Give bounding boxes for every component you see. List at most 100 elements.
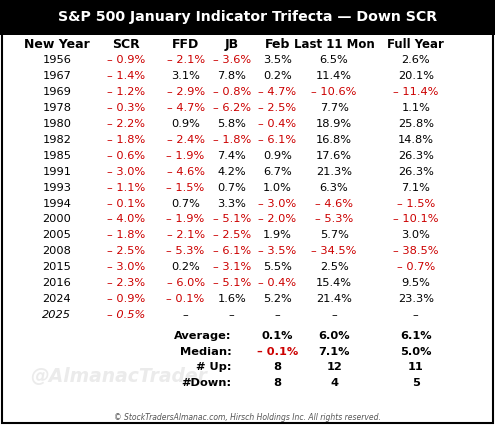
Text: – 2.1%: – 2.1% <box>166 55 205 65</box>
Text: 7.1%: 7.1% <box>401 183 430 193</box>
Text: – 2.5%: – 2.5% <box>212 230 251 241</box>
Text: – 0.6%: – 0.6% <box>107 151 146 161</box>
Text: – 6.0%: – 6.0% <box>166 278 205 288</box>
Text: 1985: 1985 <box>43 151 71 161</box>
Text: SCR: SCR <box>112 38 140 51</box>
Text: – 1.2%: – 1.2% <box>107 87 146 97</box>
Text: 7.4%: 7.4% <box>217 151 246 161</box>
Text: 3.5%: 3.5% <box>263 55 292 65</box>
Text: – 3.0%: – 3.0% <box>258 198 297 209</box>
Text: – 2.1%: – 2.1% <box>166 230 205 241</box>
Text: – 0.4%: – 0.4% <box>258 278 297 288</box>
Text: 18.9%: 18.9% <box>316 119 352 129</box>
Text: – 1.5%: – 1.5% <box>166 183 205 193</box>
Text: 9.5%: 9.5% <box>401 278 430 288</box>
Text: 4.2%: 4.2% <box>217 167 246 177</box>
Text: 2025: 2025 <box>43 310 71 320</box>
Text: 8: 8 <box>273 363 281 372</box>
Text: – 3.5%: – 3.5% <box>258 246 297 256</box>
Text: – 10.6%: – 10.6% <box>311 87 357 97</box>
Text: – 0.9%: – 0.9% <box>107 294 146 304</box>
Text: – 4.7%: – 4.7% <box>258 87 297 97</box>
Text: # Up:: # Up: <box>196 363 232 372</box>
Text: – 4.0%: – 4.0% <box>107 215 146 224</box>
Text: 1.6%: 1.6% <box>217 294 246 304</box>
Text: – 5.1%: – 5.1% <box>212 215 251 224</box>
Text: 26.3%: 26.3% <box>398 151 434 161</box>
Text: New Year: New Year <box>24 38 90 51</box>
Text: 6.1%: 6.1% <box>400 331 432 341</box>
Text: 1993: 1993 <box>43 183 71 193</box>
Text: 5.8%: 5.8% <box>217 119 246 129</box>
Text: –: – <box>331 310 337 320</box>
Text: 2.6%: 2.6% <box>401 55 430 65</box>
Text: – 38.5%: – 38.5% <box>393 246 439 256</box>
Text: FFD: FFD <box>172 38 199 51</box>
Text: 26.3%: 26.3% <box>398 167 434 177</box>
Text: – 2.2%: – 2.2% <box>107 119 145 129</box>
Text: 0.7%: 0.7% <box>217 183 246 193</box>
Text: 2015: 2015 <box>43 262 71 272</box>
Text: 1.0%: 1.0% <box>263 183 292 193</box>
Text: 15.4%: 15.4% <box>316 278 352 288</box>
Text: – 2.0%: – 2.0% <box>258 215 297 224</box>
Text: Full Year: Full Year <box>388 38 444 51</box>
Text: 2.5%: 2.5% <box>320 262 348 272</box>
Text: – 10.1%: – 10.1% <box>393 215 439 224</box>
Text: – 0.5%: – 0.5% <box>107 310 146 320</box>
Text: 8: 8 <box>273 378 281 388</box>
Text: 7.1%: 7.1% <box>318 346 350 357</box>
Text: 1.1%: 1.1% <box>401 103 430 113</box>
Text: – 11.4%: – 11.4% <box>393 87 439 97</box>
Text: 2024: 2024 <box>43 294 71 304</box>
Text: @AlmanacTrader: @AlmanacTrader <box>30 367 206 385</box>
Text: 5.0%: 5.0% <box>400 346 432 357</box>
Text: – 1.8%: – 1.8% <box>107 230 146 241</box>
Text: 0.7%: 0.7% <box>171 198 200 209</box>
Text: – 3.0%: – 3.0% <box>107 167 146 177</box>
Text: 1980: 1980 <box>43 119 71 129</box>
Text: – 0.1%: – 0.1% <box>107 198 146 209</box>
Text: 4: 4 <box>330 378 338 388</box>
Text: – 2.5%: – 2.5% <box>258 103 297 113</box>
Text: 2005: 2005 <box>43 230 71 241</box>
Text: – 1.9%: – 1.9% <box>166 151 205 161</box>
Text: 1.9%: 1.9% <box>263 230 292 241</box>
Text: 0.2%: 0.2% <box>171 262 200 272</box>
Text: – 2.3%: – 2.3% <box>107 278 146 288</box>
Text: – 0.9%: – 0.9% <box>107 55 146 65</box>
Text: – 0.4%: – 0.4% <box>258 119 297 129</box>
Text: – 0.8%: – 0.8% <box>212 87 251 97</box>
Text: – 3.0%: – 3.0% <box>107 262 146 272</box>
Text: 14.8%: 14.8% <box>398 135 434 145</box>
Text: – 4.7%: – 4.7% <box>166 103 205 113</box>
Text: 0.2%: 0.2% <box>263 71 292 81</box>
Text: 7.8%: 7.8% <box>217 71 246 81</box>
Text: 23.3%: 23.3% <box>398 294 434 304</box>
Text: 16.8%: 16.8% <box>316 135 352 145</box>
Text: 17.6%: 17.6% <box>316 151 352 161</box>
Text: 1969: 1969 <box>43 87 71 97</box>
Text: – 5.3%: – 5.3% <box>315 215 353 224</box>
Text: Feb: Feb <box>264 38 290 51</box>
Text: – 0.3%: – 0.3% <box>107 103 146 113</box>
Text: JB: JB <box>225 38 239 51</box>
Text: –: – <box>274 310 280 320</box>
Text: 2008: 2008 <box>43 246 71 256</box>
Text: –: – <box>183 310 189 320</box>
Text: 7.7%: 7.7% <box>320 103 348 113</box>
Text: – 3.6%: – 3.6% <box>212 55 251 65</box>
Text: © StockTradersAlmanac.com, Hirsch Holdings Inc. All rights reserved.: © StockTradersAlmanac.com, Hirsch Holdin… <box>114 413 381 422</box>
Text: –: – <box>413 310 419 320</box>
Text: 12: 12 <box>326 363 342 372</box>
Text: 5.5%: 5.5% <box>263 262 292 272</box>
Text: – 1.4%: – 1.4% <box>107 71 146 81</box>
Text: 6.7%: 6.7% <box>263 167 292 177</box>
Text: – 1.8%: – 1.8% <box>212 135 251 145</box>
Text: – 2.9%: – 2.9% <box>166 87 205 97</box>
Text: 5.2%: 5.2% <box>263 294 292 304</box>
Text: – 34.5%: – 34.5% <box>311 246 357 256</box>
Text: Median:: Median: <box>180 346 232 357</box>
Text: 6.3%: 6.3% <box>320 183 348 193</box>
Text: Last 11 Mon: Last 11 Mon <box>294 38 375 51</box>
